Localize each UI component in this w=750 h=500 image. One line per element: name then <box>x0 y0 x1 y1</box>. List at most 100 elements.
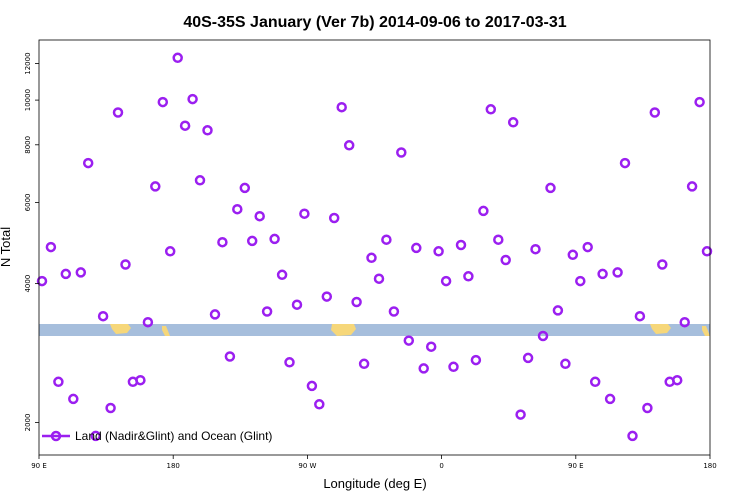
data-point <box>209 309 221 320</box>
data-point <box>261 306 273 317</box>
land-shape <box>162 326 170 336</box>
data-point <box>157 96 169 108</box>
data-point <box>597 268 608 280</box>
data-point <box>299 208 310 219</box>
x-tick-label: 90 E <box>568 462 584 470</box>
x-tick-label: 0 <box>439 462 443 470</box>
data-point <box>515 409 526 420</box>
data-point <box>411 242 422 254</box>
y-tick-label: 4000 <box>24 275 32 293</box>
data-point <box>507 117 519 128</box>
data-point <box>396 147 407 158</box>
data-point <box>239 182 251 194</box>
data-point <box>694 96 705 108</box>
data-point <box>187 93 198 105</box>
data-point <box>97 310 109 322</box>
data-point <box>448 361 459 373</box>
y-tick-label: 8000 <box>24 136 32 154</box>
data-point <box>112 107 124 118</box>
data-point <box>575 275 586 287</box>
data-point <box>388 306 400 317</box>
chart-title: 40S-35S January (Ver 7b) 2014-09-06 to 2… <box>183 14 566 31</box>
ocean-band <box>39 324 710 336</box>
x-tick-label: 180 <box>167 462 180 470</box>
data-point <box>701 246 713 257</box>
data-point <box>90 430 101 442</box>
data-point <box>306 380 318 392</box>
data-point <box>254 210 265 222</box>
data-point <box>82 157 94 169</box>
data-point <box>545 182 556 194</box>
data-point <box>343 140 355 151</box>
data-point <box>686 181 698 192</box>
data-point <box>105 402 116 414</box>
data-point <box>470 354 482 366</box>
y-axis: 2000 4000 6000 8000 10000 12000 <box>24 52 39 431</box>
data-point <box>351 296 362 308</box>
data-point <box>537 330 549 342</box>
data-point <box>478 205 489 217</box>
data-point <box>328 212 340 224</box>
data-point <box>493 234 504 245</box>
data-point <box>463 271 474 282</box>
data-point <box>172 52 183 64</box>
data-point <box>567 249 579 261</box>
data-point <box>612 267 623 278</box>
data-point <box>619 157 631 169</box>
data-point <box>217 236 228 248</box>
data-point <box>455 239 467 251</box>
data-point <box>425 341 437 352</box>
data-point <box>366 252 377 264</box>
data-points <box>36 52 713 442</box>
land-shape <box>650 324 671 334</box>
x-tick-label: 180 <box>703 462 716 470</box>
data-point <box>485 104 497 115</box>
data-point <box>60 268 72 280</box>
data-point <box>552 305 564 316</box>
data-point <box>522 352 534 364</box>
data-point <box>679 316 690 328</box>
x-axis-label: Longitude (deg E) <box>323 476 426 491</box>
latitude-band <box>39 324 710 336</box>
data-point <box>403 335 415 346</box>
data-point <box>269 233 280 245</box>
land-shape <box>331 324 356 336</box>
x-axis: 90 E 180 90 W 0 90 E 180 <box>31 455 717 470</box>
data-point <box>358 358 370 370</box>
data-point <box>373 273 385 284</box>
data-point <box>671 374 683 386</box>
data-point <box>500 254 511 266</box>
data-point <box>284 357 295 368</box>
data-point <box>604 393 616 405</box>
data-point <box>150 181 161 192</box>
y-axis-label: N Total <box>0 227 13 267</box>
data-point <box>642 402 653 414</box>
data-point <box>627 430 638 442</box>
data-point <box>276 269 288 281</box>
data-point <box>291 299 303 310</box>
data-point <box>202 125 213 136</box>
data-point <box>45 241 57 253</box>
data-point <box>381 234 392 245</box>
x-tick-label: 90 W <box>298 462 316 470</box>
y-tick-label: 6000 <box>24 194 32 212</box>
legend-marker <box>50 430 62 442</box>
data-point <box>321 291 333 302</box>
data-point <box>232 203 243 215</box>
data-point <box>142 316 154 328</box>
data-point <box>433 246 444 257</box>
data-point <box>53 376 64 388</box>
data-point <box>336 101 347 113</box>
data-point <box>246 235 258 247</box>
data-point <box>164 246 176 257</box>
y-tick-label: 12000 <box>24 52 32 74</box>
land-shape <box>110 324 131 334</box>
legend-label: Land (Nadir&Glint) and Ocean (Glint) <box>75 429 272 443</box>
data-point <box>560 358 571 370</box>
data-point <box>589 376 601 388</box>
x-tick-label: 90 E <box>31 462 47 470</box>
data-point <box>179 120 191 131</box>
legend: Land (Nadir&Glint) and Ocean (Glint) <box>42 429 272 443</box>
y-tick-label: 2000 <box>24 414 32 432</box>
